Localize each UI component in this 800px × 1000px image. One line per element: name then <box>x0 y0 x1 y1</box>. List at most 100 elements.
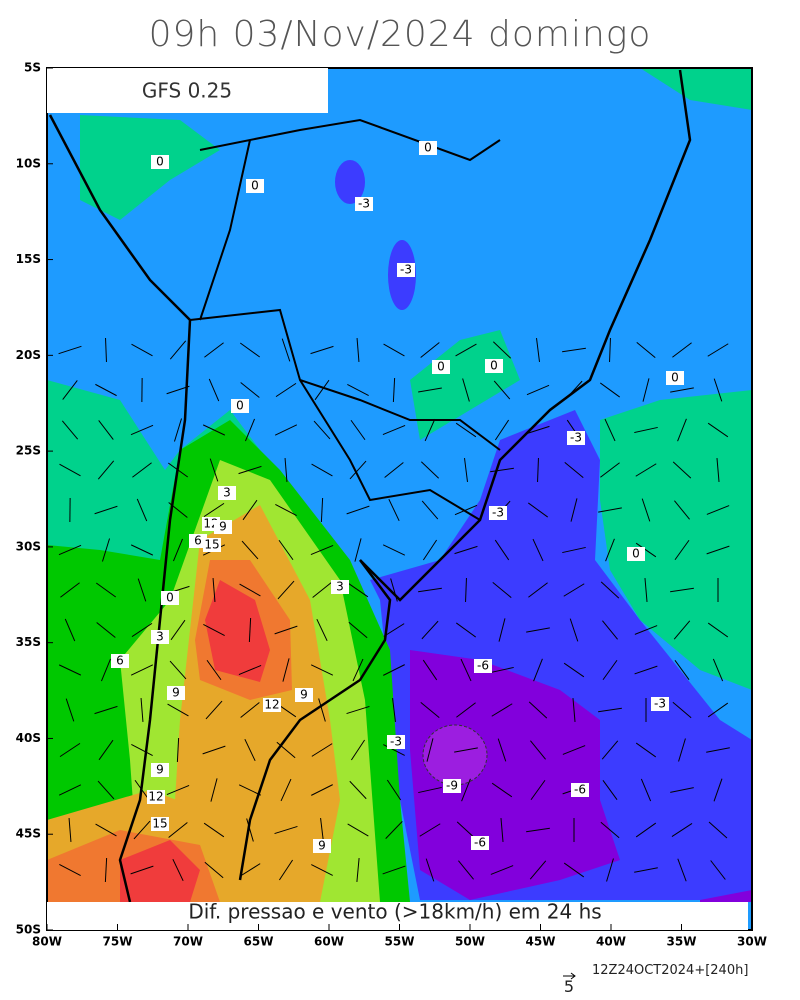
y-tick-label: 5S <box>24 61 41 75</box>
wind-arrow <box>172 858 184 882</box>
title: 09h 03/Nov/2024 domingo <box>149 14 652 55</box>
wind-arrow <box>455 343 477 357</box>
wind-arrow <box>672 461 692 479</box>
wind-arrow <box>670 587 694 593</box>
wind-arrow <box>634 625 658 635</box>
wind-arrow <box>170 619 186 641</box>
wind-arrow <box>562 546 586 554</box>
wind-arrow <box>418 387 442 393</box>
wind-arrow <box>491 782 513 798</box>
contour-label: 9 <box>156 763 164 777</box>
x-tick-label: 35W <box>667 935 697 949</box>
wind-arrow <box>598 707 622 713</box>
wind-arrow <box>386 779 402 801</box>
coastline <box>359 69 692 602</box>
wind-arrow <box>674 500 690 520</box>
wind-arrow <box>455 622 477 638</box>
wind-arrow <box>490 865 514 875</box>
contour-label-bg <box>189 534 207 548</box>
contour-label: -6 <box>477 659 489 673</box>
wind-arrow <box>94 705 118 715</box>
wind-arrow <box>602 659 618 681</box>
wind-arrow <box>388 498 400 522</box>
wind-arrow <box>526 384 550 396</box>
wind-arrow <box>605 538 615 562</box>
wind-arrow <box>134 779 150 801</box>
contour-label: 3 <box>156 630 164 644</box>
wind-arrow <box>706 545 730 555</box>
wind-arrow <box>310 544 334 556</box>
contour-label: -3 <box>400 263 412 277</box>
wind-arrow <box>318 698 326 722</box>
wind-arrow <box>533 658 543 682</box>
wind-arrow <box>204 342 224 358</box>
contour-label: -9 <box>446 779 458 793</box>
wind-arrow <box>454 747 478 753</box>
wind-arrow <box>527 502 549 518</box>
wind-arrow <box>490 467 514 473</box>
y-tick-label: 45S <box>16 827 41 841</box>
contour-label: 6 <box>116 654 124 668</box>
contour-label: 9 <box>219 520 227 534</box>
wind-arrow <box>644 578 648 602</box>
wind-arrow <box>60 582 80 598</box>
contour-label: 0 <box>437 360 445 374</box>
contour-label-bg <box>203 538 221 552</box>
wind-arrow <box>569 618 579 642</box>
border <box>189 118 501 521</box>
contour-label: 3 <box>336 580 344 594</box>
wind-arrow <box>346 505 370 515</box>
contour-label-bg <box>567 431 585 445</box>
contour-label-bg <box>263 698 281 712</box>
contour-label-bg <box>331 580 349 594</box>
wind-arrow <box>532 538 544 562</box>
wind-arrow <box>133 820 151 840</box>
wind-arrow <box>421 620 439 640</box>
wind-arrow <box>490 666 514 674</box>
wind-arrow <box>347 582 369 598</box>
wind-arrow <box>418 786 442 794</box>
wind-arrow <box>425 858 435 882</box>
wind-arrow <box>565 380 583 400</box>
wind-arrow <box>310 664 334 676</box>
wind-arrow <box>418 587 442 593</box>
contour-label-bg <box>651 697 669 711</box>
wind-arrow <box>59 463 81 477</box>
wind-arrow <box>382 544 406 556</box>
wind-arrow <box>461 778 471 802</box>
wind-arrow <box>64 618 76 642</box>
wind-arrow <box>458 860 474 880</box>
label-panel <box>47 68 328 113</box>
wind-arrow <box>674 659 690 681</box>
wind-arrow <box>240 382 260 398</box>
wind-arrow <box>168 822 188 838</box>
wind-arrow <box>383 744 405 756</box>
contour-label: -3 <box>654 697 666 711</box>
contour-label-bg <box>246 179 264 193</box>
wind-arrow <box>562 745 586 755</box>
wind-arrow <box>383 664 405 676</box>
wind-arrow <box>58 784 82 796</box>
wind-arrow <box>348 621 368 639</box>
zone-minus9 <box>422 724 488 786</box>
zone-zero <box>640 68 752 110</box>
wind-arrow <box>536 338 540 362</box>
wind-arrow <box>636 341 656 359</box>
wind-arrow <box>275 382 297 398</box>
wind-arrow <box>601 740 619 760</box>
wind-arrow <box>672 701 692 719</box>
wind-arrow <box>94 505 118 515</box>
zone-plus15 <box>120 840 200 902</box>
x-tick-label: 30W <box>737 935 767 949</box>
wind-arrow <box>136 498 148 522</box>
contour-label: 9 <box>300 688 308 702</box>
wind-arrow <box>424 418 436 442</box>
wind-arrow <box>420 701 440 719</box>
zone-plus15 <box>205 580 270 682</box>
contour-label: 0 <box>671 371 679 385</box>
contour-label-bg <box>485 359 503 373</box>
contour-label-bg <box>474 659 492 673</box>
wind-arrow <box>278 539 294 561</box>
wind-arrow <box>492 341 512 359</box>
wind-arrow <box>130 664 154 676</box>
